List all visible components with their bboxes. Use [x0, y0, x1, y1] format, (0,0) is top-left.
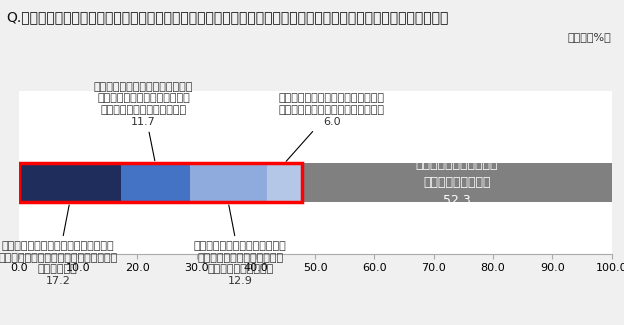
- Bar: [190, 163, 266, 202]
- Text: Q.緊急事態宣言が発令された後、あなたのお支払いやお買い物に占めるキャッシュレス決済の比率は増えましたか。: Q.緊急事態宣言が発令された後、あなたのお支払いやお買い物に占めるキャッシュレス…: [6, 10, 449, 24]
- Text: それまでほとんどキャッシュレス決済
を使っていたが、さらにキャッシュレス
比率が増えた
17.2: それまでほとんどキャッシュレス決済 を使っていたが、さらにキャッシュレス 比率が…: [0, 205, 117, 286]
- Text: それまで現金しか使わなかったが、
キャッシュレス決済の比率が増えた
6.0: それまで現金しか使わなかったが、 キャッシュレス決済の比率が増えた 6.0: [279, 94, 385, 161]
- Bar: [19, 163, 120, 202]
- Bar: [266, 163, 302, 202]
- Bar: [120, 163, 190, 202]
- Text: それまで現金がキャッシュレス
決済より多かったが、キャッ
シュレス比率が増えた
12.9: それまで現金がキャッシュレス 決済より多かったが、キャッ シュレス比率が増えた …: [194, 205, 286, 286]
- Bar: [302, 163, 612, 202]
- Text: それまで現金よりキャッシュレス
決済がやや多い程度だったが、
キャッシュレス比率が増えた
11.7: それまで現金よりキャッシュレス 決済がやや多い程度だったが、 キャッシュレス比率…: [94, 82, 193, 161]
- Text: （単位：%）: （単位：%）: [568, 32, 612, 43]
- Text: キャッシュレス決済の利
用比率は変わらない
52.3: キャッシュレス決済の利 用比率は変わらない 52.3: [416, 158, 499, 207]
